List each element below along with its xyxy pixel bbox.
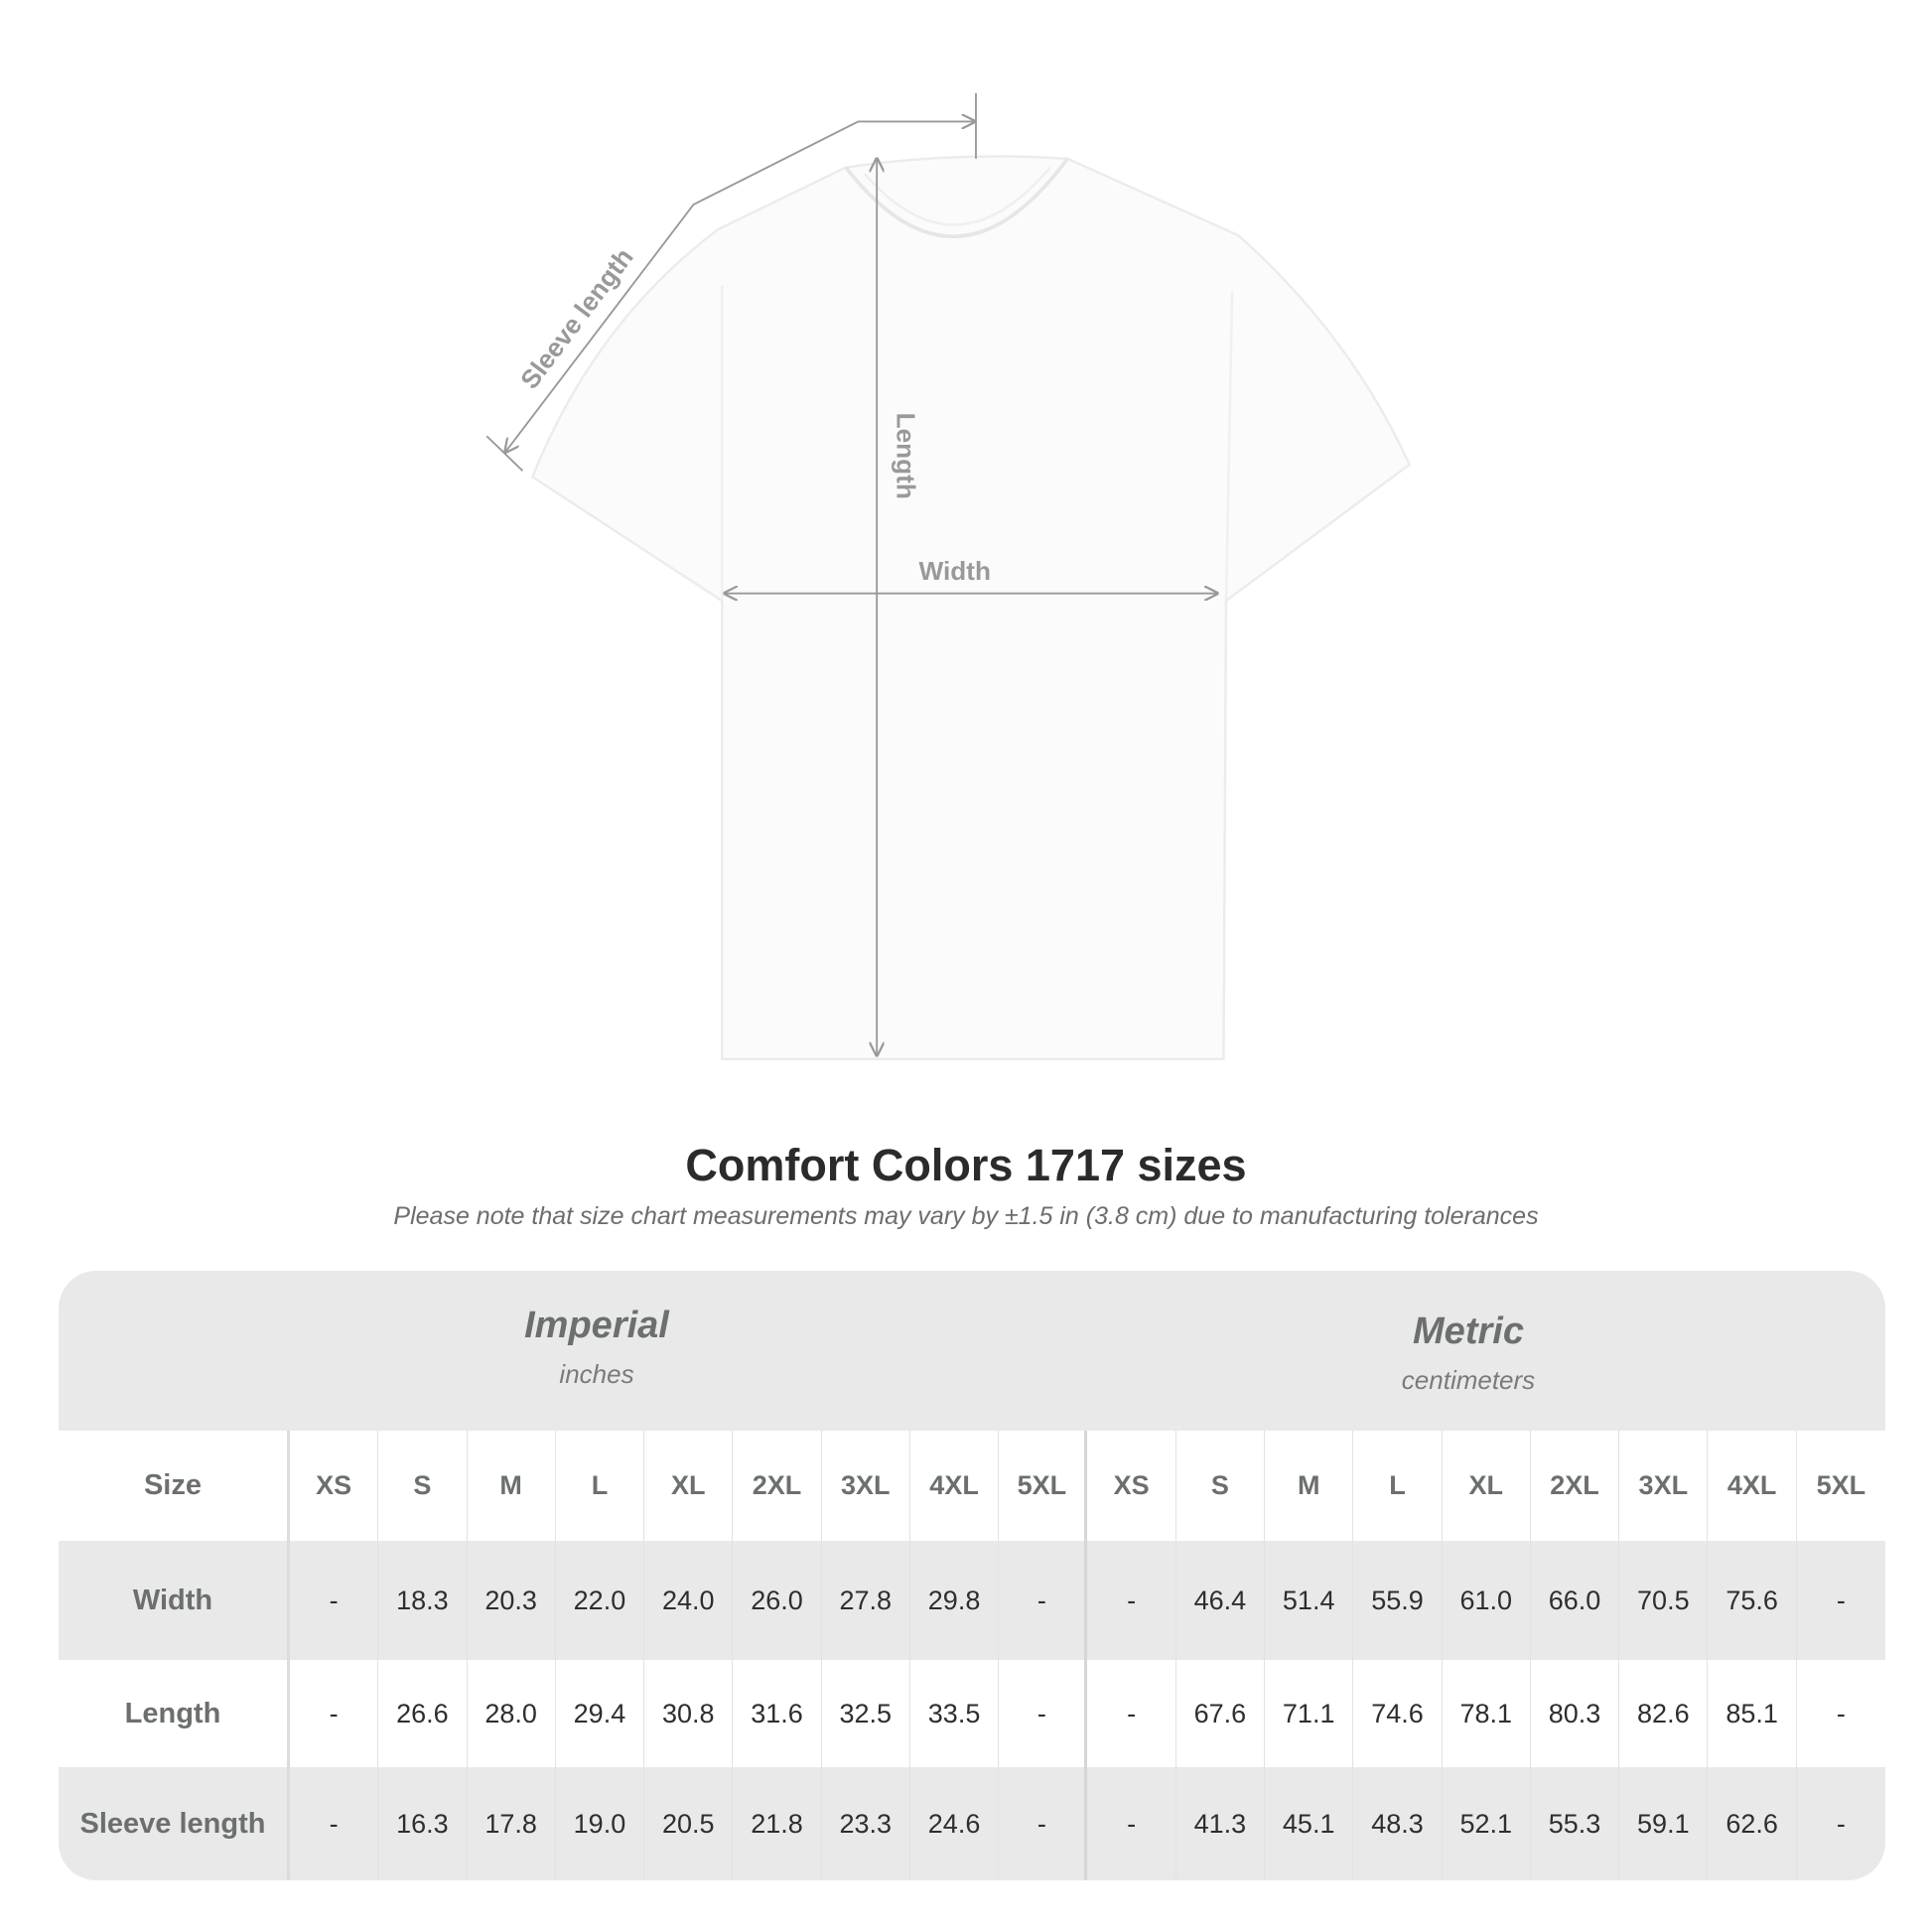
table-cell: -	[999, 1660, 1088, 1767]
imperial-unit: inches	[559, 1359, 634, 1389]
table-cell: -	[1836, 1808, 1846, 1839]
table-cell: 80.3	[1531, 1660, 1620, 1767]
table-cell: 26.6	[378, 1660, 468, 1767]
table-cell: -	[999, 1767, 1088, 1880]
table-cell: 85.1	[1708, 1660, 1797, 1767]
size-header-imperial-m: M	[468, 1431, 556, 1541]
table-cell: 29.8	[910, 1541, 1000, 1660]
table-cell: 67.6	[1176, 1660, 1266, 1767]
table-cell: 28.0	[468, 1660, 556, 1767]
table-cell: 46.4	[1176, 1541, 1266, 1660]
table-cell: -	[1836, 1698, 1846, 1728]
metric-unit: centimeters	[1401, 1365, 1536, 1395]
imperial-header: Imperial inches	[299, 1305, 895, 1390]
table-row: Width -18.3 20.3 22.0 24.0 26.0 27.8 29.8- -46.4…	[59, 1541, 1885, 1660]
size-header-imperial-xl: XL	[644, 1431, 734, 1541]
row-label: Width	[59, 1541, 290, 1660]
table-cell: 52.1	[1443, 1767, 1531, 1880]
size-header-imperial-4xl: 4XL	[910, 1431, 1000, 1541]
table-cell: 31.6	[733, 1660, 822, 1767]
table-cell: 74.6	[1353, 1660, 1443, 1767]
metric-header: Metric centimeters	[1171, 1311, 1766, 1396]
width-label: Width	[919, 556, 991, 586]
table-cell: 23.3	[822, 1767, 910, 1880]
table-cell: 24.0	[644, 1541, 734, 1660]
sleeve-length-line	[505, 121, 975, 452]
table-cell: 20.5	[644, 1767, 734, 1880]
table-cell: 30.8	[644, 1660, 734, 1767]
table-cell: 62.6	[1708, 1767, 1797, 1880]
imperial-title: Imperial	[524, 1305, 669, 1346]
table-cell: 45.1	[1265, 1767, 1354, 1880]
size-label: Size	[59, 1431, 290, 1541]
size-header-imperial-2xl: 2XL	[733, 1431, 822, 1541]
table-cell: 66.0	[1531, 1541, 1620, 1660]
tshirt-image	[530, 155, 1412, 1060]
size-header-imperial-s: S	[378, 1431, 468, 1541]
size-header-metric-xl: XL	[1443, 1431, 1531, 1541]
page-title: Comfort Colors 1717 sizes	[685, 1140, 1247, 1190]
tshirt-measurement-diagram: Sleeve length Length Width	[485, 92, 1412, 1060]
size-header-metric-m: M	[1265, 1431, 1354, 1541]
table-cell: 21.8	[733, 1767, 822, 1880]
table-cell: 22.0	[556, 1541, 645, 1660]
table-row: Sleeve length -16.3 17.8 19.0 20.5 21.8 23.3 24…	[59, 1767, 1885, 1880]
table-cell: 70.5	[1619, 1541, 1709, 1660]
size-header-imperial-l: L	[556, 1431, 645, 1541]
row-label: Sleeve length	[59, 1767, 290, 1880]
size-chart-table: Imperial inches Metric centimeters Size X…	[59, 1271, 1885, 1880]
table-cell: 24.6	[910, 1767, 1000, 1880]
table-cell: 55.9	[1353, 1541, 1443, 1660]
table-cell: 16.3	[378, 1767, 468, 1880]
table-cell: -	[1087, 1541, 1176, 1660]
table-cell: 26.0	[733, 1541, 822, 1660]
table-cell: -	[290, 1660, 379, 1767]
table-cell: 82.6	[1619, 1660, 1709, 1767]
metric-title: Metric	[1413, 1311, 1524, 1352]
table-cell: 32.5	[822, 1660, 910, 1767]
table-cell: -	[1836, 1585, 1846, 1615]
table-cell: -	[1087, 1767, 1176, 1880]
table-cell: -	[1087, 1660, 1176, 1767]
unit-header-band: Imperial inches Metric centimeters	[59, 1271, 1885, 1431]
length-label: Length	[892, 413, 921, 499]
size-header-metric-4xl: 4XL	[1708, 1431, 1797, 1541]
table-cell: -	[999, 1541, 1088, 1660]
table-cell: 19.0	[556, 1767, 645, 1880]
table-cell: -	[290, 1541, 379, 1660]
table-cell: 61.0	[1443, 1541, 1531, 1660]
size-header-imperial-5xl: 5XL	[999, 1431, 1088, 1541]
table-cell: 48.3	[1353, 1767, 1443, 1880]
table-cell: 17.8	[468, 1767, 556, 1880]
size-header-imperial-3xl: 3XL	[822, 1431, 910, 1541]
table-cell: 20.3	[468, 1541, 556, 1660]
table-cell: 33.5	[910, 1660, 1000, 1767]
table-cell: 29.4	[556, 1660, 645, 1767]
size-header-row: Size XS S M L XL 2XL 3XL 4XL 5XL XS S M L XL 2XL 3XL 4XL 5…	[59, 1431, 1885, 1541]
size-header-imperial-xs: XS	[290, 1431, 379, 1541]
table-cell: -	[290, 1767, 379, 1880]
table-cell: 78.1	[1443, 1660, 1531, 1767]
size-header-metric-2xl: 2XL	[1531, 1431, 1620, 1541]
tolerance-note: Please note that size chart measurements…	[393, 1202, 1539, 1230]
table-cell: 75.6	[1708, 1541, 1797, 1660]
size-header-metric-s: S	[1176, 1431, 1266, 1541]
row-label: Length	[59, 1660, 290, 1767]
size-header-metric-xs: XS	[1087, 1431, 1176, 1541]
table-row: Length -26.6 28.0 29.4 30.8 31.6 32.5 33.5- -67.…	[59, 1660, 1885, 1767]
table-cell: 27.8	[822, 1541, 910, 1660]
table-cell: 55.3	[1531, 1767, 1620, 1880]
table-cell: 59.1	[1619, 1767, 1709, 1880]
table-cell: 71.1	[1265, 1660, 1354, 1767]
table-cell: 41.3	[1176, 1767, 1266, 1880]
size-header-metric-3xl: 3XL	[1619, 1431, 1709, 1541]
table-cell: 51.4	[1265, 1541, 1354, 1660]
size-header-metric-l: L	[1353, 1431, 1443, 1541]
table-cell: 18.3	[378, 1541, 468, 1660]
size-header-metric-5xl: 5XL	[1816, 1470, 1866, 1500]
